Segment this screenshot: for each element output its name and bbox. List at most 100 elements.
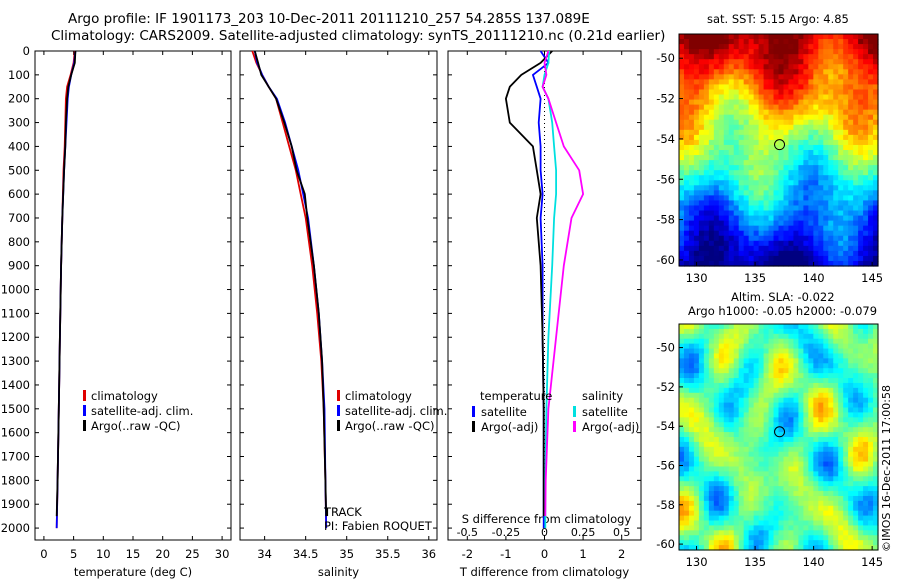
map-cell [753,437,760,443]
map-cell [833,54,839,60]
map-cell [768,402,775,409]
map-cell [743,481,750,487]
map-cell [708,129,715,136]
map-cell [713,525,720,531]
map-cell [828,324,834,330]
map-cell [798,119,804,126]
map-cell [743,495,750,502]
map-cell [823,64,829,70]
map-cell [748,535,755,541]
map-cell [873,530,879,536]
map-cell [858,530,864,536]
map-cell [843,114,849,121]
map-cell [753,64,760,70]
map-cell [733,427,740,433]
map-cell [723,185,730,191]
map-cell [843,407,849,414]
map-cell [688,79,695,86]
map-cell [688,505,695,512]
map-cell [763,471,770,477]
map-cell [853,495,859,502]
map-cell [758,200,765,207]
map-cell [683,255,690,262]
map-cell [733,500,740,507]
map-cell [698,220,705,227]
map-cell [773,180,780,186]
map-cell [753,99,760,106]
map-cell [733,230,740,237]
map-cell [788,397,795,404]
map-cell [713,491,720,497]
map-cell [848,476,854,482]
map-cell [823,422,829,428]
map-cell [848,255,854,262]
map-cell [833,230,839,237]
map-cell [733,535,740,541]
map-cell [728,180,735,186]
map-cell [848,215,854,222]
map-cell [838,368,844,374]
map-cell [843,64,849,70]
map-cell [768,245,775,252]
map-cell [868,491,874,497]
map-cell [843,99,849,106]
map-cell [763,205,770,212]
map-cell [723,348,730,355]
map-cell [763,540,770,546]
map-cell [758,540,765,546]
map-cell [788,432,795,438]
map-cell [698,422,705,428]
map-cell [728,495,735,502]
map-cell [773,432,780,438]
map-cell [748,510,755,517]
map-cell [853,144,859,151]
map-cell [713,343,720,350]
map-cell [753,324,760,330]
map-cell [728,94,735,101]
map-cell [723,530,730,536]
map-cell [848,220,854,227]
map-cell [703,49,710,55]
map-cell [773,230,780,237]
map-cell [688,255,695,262]
map-cell [833,427,839,433]
map-cell [803,407,809,414]
map-cell [838,160,844,166]
map-cell [788,343,795,350]
map-cell [763,328,770,335]
map-cell [843,190,849,196]
map-cell [793,119,799,126]
map-cell [693,89,700,96]
map-cell [683,328,690,335]
map-cell [743,210,750,217]
map-cell [763,220,770,227]
map-cell [848,210,854,217]
map-cell [753,109,760,116]
map-cell [803,175,809,181]
map-cell [783,134,790,141]
map-cell [768,328,775,335]
map-cell [688,210,695,217]
map-cell [679,441,685,448]
map-cell [693,466,700,472]
map-cell [753,363,760,369]
map-cell [778,437,785,443]
map-cell [748,39,755,45]
map-cell [688,402,695,409]
map-cell [798,525,804,531]
map-cell [718,333,725,340]
map-cell [848,79,854,86]
legend-label: climatology [345,389,412,403]
map-cell [723,190,730,196]
map-cell [828,422,834,428]
map-cell [733,74,740,80]
map-cell [743,74,750,80]
map-cell [723,225,730,232]
map-cell [858,510,864,517]
map-cell [823,373,829,379]
map-cell [838,505,844,512]
map-cell [679,205,685,212]
map-cell [783,471,790,477]
map-cell [763,461,770,468]
map-cell [873,89,879,96]
